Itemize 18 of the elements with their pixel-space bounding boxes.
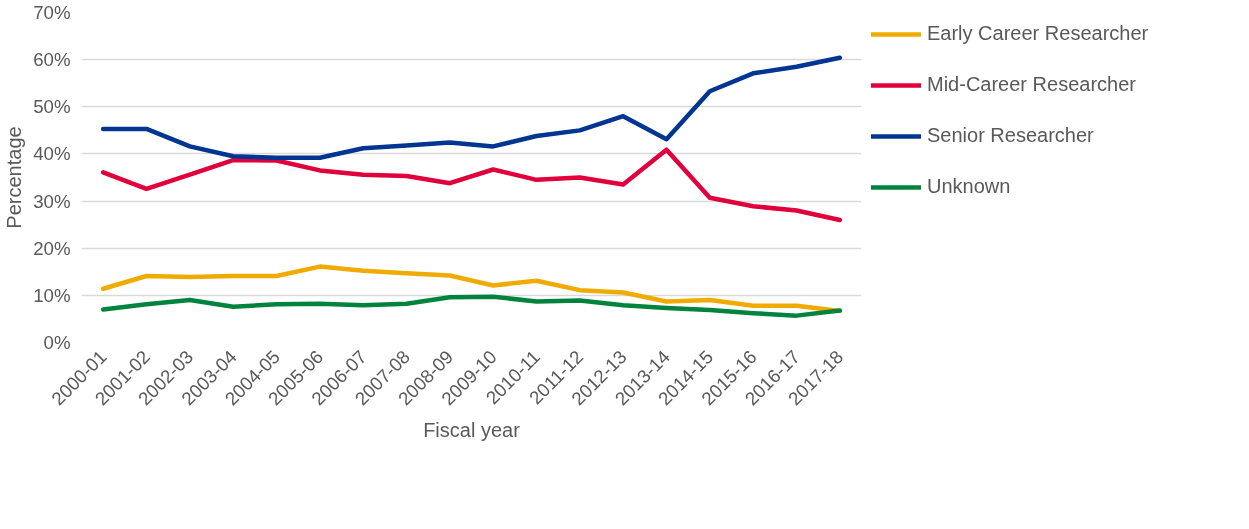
line-series	[100, 147, 843, 223]
line-series	[100, 55, 843, 160]
y-tick-label: 20%	[33, 237, 71, 259]
line-series	[100, 294, 843, 318]
y-tick-label: 70%	[33, 2, 71, 23]
legend-label: Senior Researcher	[927, 124, 1094, 147]
y-tick-label: 30%	[33, 190, 71, 212]
line-series	[100, 264, 843, 314]
legend-label: Mid-Career Researcher	[927, 73, 1136, 96]
y-tick-label: 0%	[43, 332, 71, 353]
y-tick-label: 10%	[33, 284, 71, 306]
legend-label: Unknown	[927, 175, 1011, 198]
y-axis-title: Percentage	[3, 126, 26, 229]
y-tick-label: 40%	[33, 143, 71, 165]
x-axis-title: Fiscal year	[423, 419, 521, 442]
legend-label: Early Career Researcher	[927, 22, 1149, 45]
y-tick-label: 50%	[33, 96, 71, 118]
y-tick-label: 60%	[33, 49, 71, 71]
